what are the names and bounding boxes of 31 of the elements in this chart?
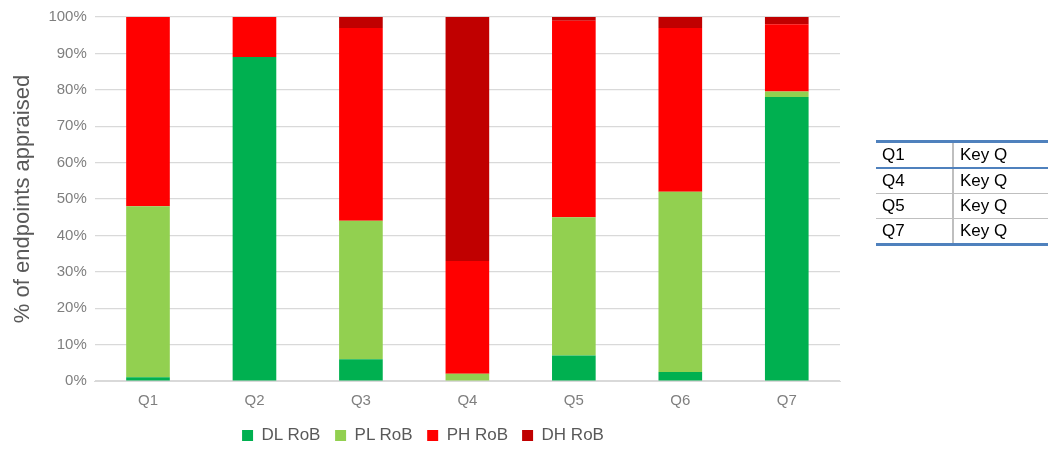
y-tick-label: 50%: [56, 189, 87, 207]
text: Q7: [876, 218, 953, 245]
legend-label: PH RoB: [446, 425, 509, 445]
x-tick-label: Q5: [563, 391, 584, 409]
y-tick-label: 60%: [56, 152, 87, 170]
y-axis-title: % of endpoints appraised: [9, 74, 35, 324]
y-tick-label: 100%: [48, 7, 87, 25]
text: Q4: [876, 168, 953, 194]
y-tick-label: 20%: [56, 298, 87, 316]
text: Key Q: [953, 193, 1048, 219]
text: Key Q: [953, 168, 1048, 194]
legend-label: PL RoB: [354, 425, 413, 445]
x-tick-label: Q1: [137, 391, 158, 409]
legend-label: DH RoB: [541, 425, 604, 445]
y-tick-label: 0%: [65, 371, 87, 389]
x-tick-label: Q7: [776, 391, 797, 409]
y-tick-label: 30%: [56, 261, 87, 279]
y-tick-label: 70%: [56, 116, 87, 134]
legend-label: DL RoB: [261, 425, 321, 445]
text: Q1: [876, 141, 953, 168]
text: Key Q: [953, 141, 1048, 168]
y-tick-label: 80%: [56, 79, 87, 97]
text: Q5: [876, 193, 953, 219]
text: Key Q: [959, 220, 1009, 242]
x-tick-label: Q2: [244, 391, 265, 409]
x-tick-label: Q4: [457, 391, 478, 409]
x-tick-label: Q3: [350, 391, 371, 409]
y-tick-label: 90%: [56, 43, 87, 61]
y-tick-label: 40%: [56, 225, 87, 243]
y-tick-label: 10%: [56, 334, 87, 352]
x-tick-label: Q6: [670, 391, 691, 409]
